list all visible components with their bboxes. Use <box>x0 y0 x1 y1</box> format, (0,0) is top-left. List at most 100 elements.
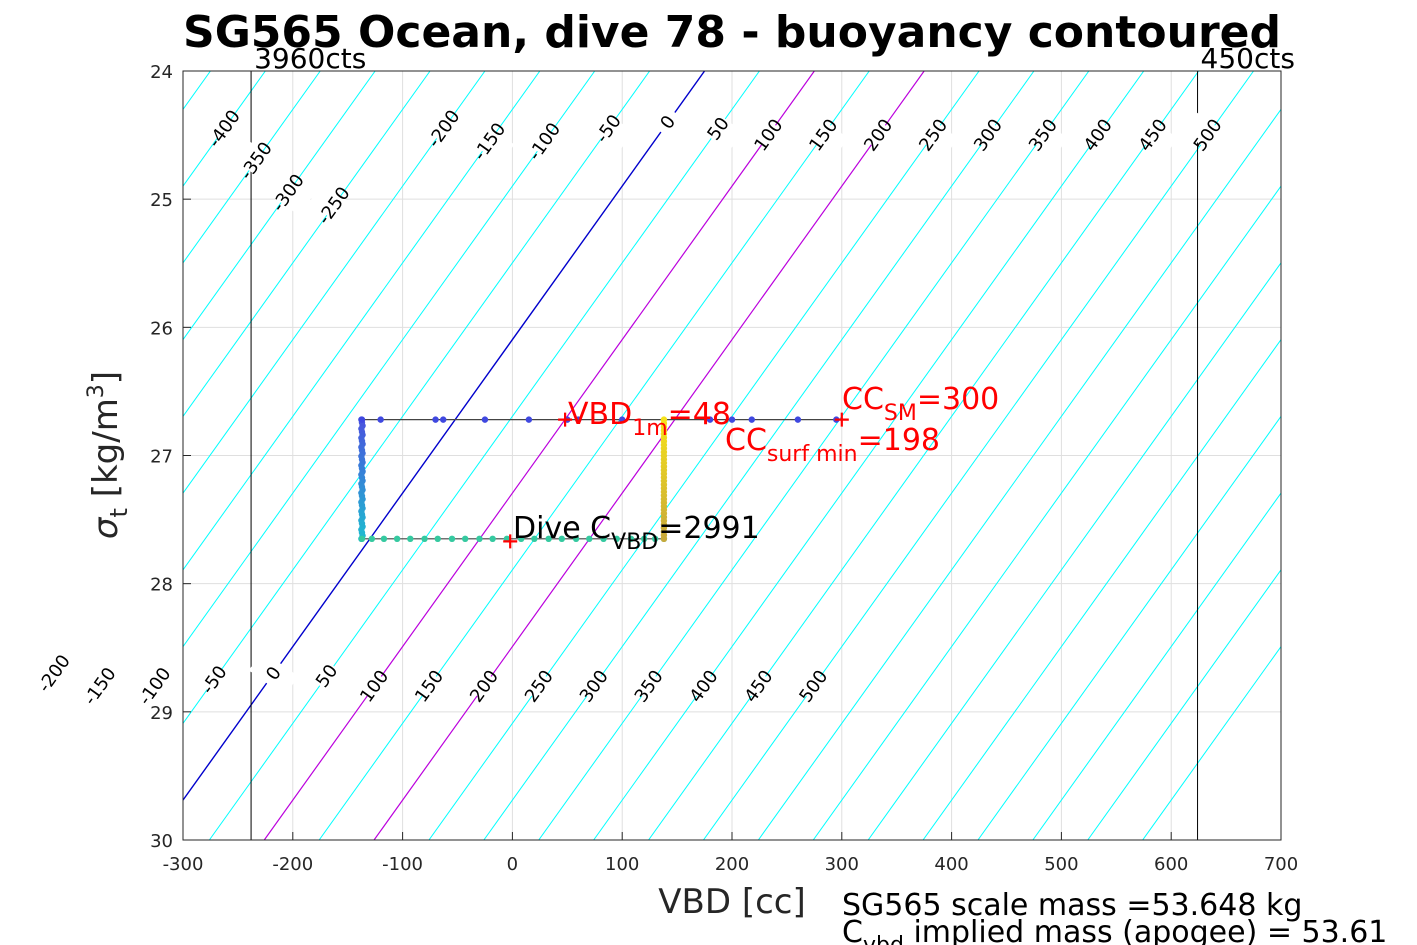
contour-line <box>183 71 651 725</box>
annotation-cc-sm: CCSM=300 <box>842 382 999 426</box>
track-point <box>706 416 714 423</box>
track-point <box>613 535 620 543</box>
x-axis-ticks: -300 -200 -100 0 100 200 300 400 500 600 700 <box>163 832 1298 875</box>
contour-label-bg <box>853 112 904 158</box>
contour-line <box>867 262 1281 840</box>
contour-label-bg <box>908 112 959 158</box>
contour-label-bg <box>404 663 455 709</box>
track-point <box>748 416 755 423</box>
contour-label-bg <box>199 106 249 152</box>
x-axis-label: VBD [cc] <box>658 882 806 922</box>
contour-label-bg <box>733 663 784 709</box>
contour-label-bg <box>519 118 570 165</box>
x-tick-label: -300 <box>163 854 204 875</box>
track-point <box>531 535 538 543</box>
contour-line <box>648 71 1200 840</box>
track-point <box>517 535 525 543</box>
track-point <box>627 535 635 543</box>
contour-label-bg <box>963 112 1013 158</box>
contour-label-bg <box>1182 112 1233 158</box>
contour-line <box>1032 492 1281 840</box>
contour-line <box>373 71 925 840</box>
contour-label-bg <box>1073 112 1123 158</box>
contour-label-bg <box>248 650 299 696</box>
contour-line <box>977 415 1281 840</box>
y-tick-label: 26 <box>150 318 173 339</box>
contour-label-bg <box>263 170 313 216</box>
limit-label: 450cts <box>1201 42 1295 75</box>
limit-label: 3960cts <box>254 42 366 75</box>
contour-label-bg <box>798 112 849 158</box>
track-point <box>380 535 388 543</box>
x-tick-label: 600 <box>1154 854 1188 875</box>
contour-line <box>593 71 1145 840</box>
track-point <box>440 416 447 423</box>
track-point <box>358 416 366 423</box>
track-point <box>481 416 489 423</box>
track-point <box>393 535 401 543</box>
x-tick-label: 300 <box>825 854 859 875</box>
y-tick-label: 30 <box>150 831 173 852</box>
y-tick-label: 25 <box>150 190 173 211</box>
track-point <box>432 416 439 423</box>
x-tick-label: 100 <box>605 854 639 875</box>
contour-line <box>812 185 1281 840</box>
track-point <box>421 535 428 543</box>
implied-mass-text: Cvbd implied mass (apogee) = 53.61 <box>842 915 1387 945</box>
contour-line <box>183 71 321 264</box>
x-tick-label: 200 <box>715 854 749 875</box>
contour-line <box>428 71 980 840</box>
track-point <box>586 535 593 543</box>
contour-line <box>318 71 870 840</box>
contour-label-bg <box>583 106 634 152</box>
track-point <box>575 416 582 423</box>
contour-label-bg <box>788 663 839 709</box>
track-point <box>651 535 659 543</box>
markers <box>503 412 849 549</box>
track-point <box>619 416 626 423</box>
contour-label-bg <box>1018 112 1068 158</box>
contour-label-bg <box>129 663 180 709</box>
contour-label-bg <box>459 663 509 709</box>
contour-line <box>183 71 541 571</box>
contour-line <box>183 71 486 494</box>
annotation-cc-surf-min: CCsurf min=198 <box>725 423 940 467</box>
vbd-1m-marker <box>558 412 573 427</box>
scale-mass-text: SG565 scale mass =53.648 kg <box>842 888 1302 923</box>
chart-title: SG565 Ocean, dive 78 - buoyancy contoure… <box>183 7 1281 58</box>
contour-label-bg <box>418 106 469 152</box>
contour-line <box>263 71 815 840</box>
track-point <box>525 416 533 423</box>
y-tick-label: 28 <box>150 575 173 596</box>
contour-line <box>0 71 46 840</box>
track-point <box>448 535 456 543</box>
x-tick-label: 500 <box>1044 854 1078 875</box>
dive-track <box>358 416 840 543</box>
track-point <box>545 535 552 543</box>
track-point <box>600 535 607 543</box>
annotation-dive-cvbd: Dive CVBD=2991 <box>513 511 760 555</box>
track-point <box>461 535 469 543</box>
track-point <box>434 535 441 543</box>
contour-label-bg <box>464 118 515 165</box>
track-point <box>794 416 802 423</box>
dive-cvbd-marker <box>503 534 518 549</box>
y-tick-label: 24 <box>150 62 173 83</box>
contour-line <box>922 338 1281 840</box>
contour-line <box>703 71 1254 840</box>
track-point <box>368 535 376 543</box>
contour-line <box>1087 568 1281 840</box>
contour-line <box>183 71 706 802</box>
contour-label-bg <box>743 112 794 158</box>
track-point <box>572 535 580 543</box>
contour-line <box>1142 645 1281 840</box>
contour-label-bg <box>514 663 564 709</box>
contour-label-bg <box>568 663 619 709</box>
x-tick-label: 700 <box>1264 854 1298 875</box>
track-point <box>407 535 414 543</box>
track-point <box>640 535 648 543</box>
contour-line <box>183 71 596 648</box>
track-point <box>358 535 366 543</box>
contour-line <box>0 71 156 840</box>
